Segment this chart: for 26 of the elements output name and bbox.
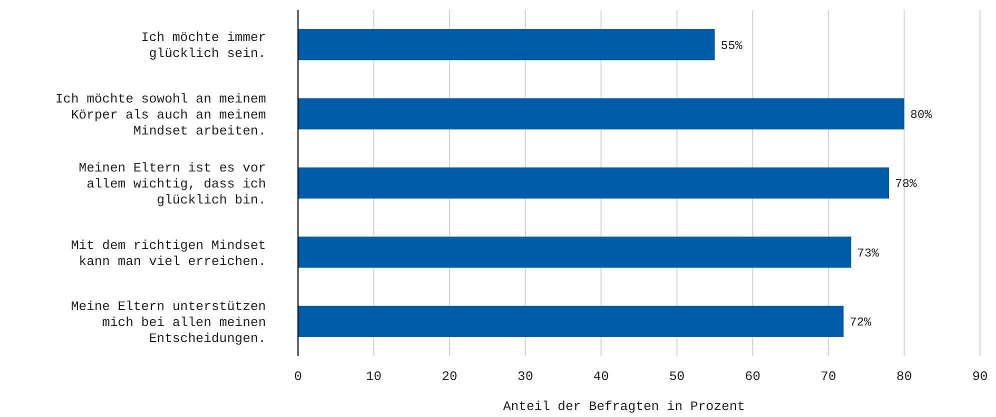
x-tick-label: 70 (820, 369, 836, 384)
bar (298, 167, 890, 199)
bar (298, 98, 904, 130)
data-label: 55% (720, 38, 744, 53)
bar (298, 306, 844, 337)
data-label: 78% (895, 177, 918, 192)
x-tick-label: 50 (669, 369, 685, 384)
y-tick-label: Meine Eltern unterstützen mich bei allen meinen Entscheidungen. (70, 298, 266, 346)
y-tick-label: Meinen Eltern ist es vor allem wichtig, dass ich glücklich bin. (78, 160, 266, 208)
bar (298, 236, 852, 268)
y-tick-label: Ich möchte immer glücklich sein. (141, 30, 266, 62)
bar (298, 29, 715, 60)
data-label: 72% (850, 316, 872, 330)
y-tick-label: Ich möchte sowohl an meinem Körper als auch an meinem Mindset arbeiten. (55, 91, 266, 138)
x-tick-label: 10 (366, 369, 382, 384)
x-tick-label: 90 (972, 369, 988, 384)
y-tick-label: Mit dem richtigen Mindset kann man viel erreichen. (70, 238, 266, 269)
data-label: 73% (857, 246, 880, 260)
x-axis-title: Anteil der Befragten in Prozent (503, 399, 745, 414)
x-tick-label: 30 (518, 369, 534, 384)
x-tick-label: 20 (442, 369, 458, 384)
data-label: 80% (910, 108, 933, 122)
x-tick-label: 80 (896, 369, 912, 384)
x-tick-label: 40 (593, 369, 609, 384)
x-tick-label: 0 (294, 369, 302, 384)
x-tick-label: 60 (744, 369, 760, 384)
